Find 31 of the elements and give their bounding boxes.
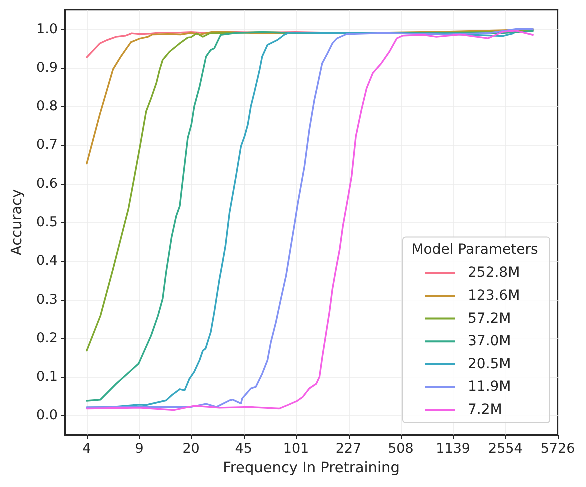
- x-tick-label: 4: [82, 441, 92, 457]
- y-tick-label: 0.2: [36, 330, 58, 346]
- x-axis-title: Frequency In Pretraining: [223, 460, 400, 476]
- y-tick-label: 0.6: [36, 176, 58, 192]
- x-tick-label: 1139: [436, 441, 470, 457]
- x-tick-label: 45: [235, 441, 252, 457]
- y-tick-label: 0.3: [36, 292, 58, 308]
- x-tick-label: 508: [388, 441, 414, 457]
- y-tick-label: 0.4: [36, 253, 58, 270]
- legend-label: 57.2M: [468, 310, 512, 327]
- x-tick-label: 2554: [488, 441, 523, 457]
- y-tick-label: 0.5: [36, 214, 58, 230]
- legend-label: 11.9M: [468, 379, 512, 396]
- x-tick-label: 101: [283, 441, 310, 457]
- y-tick-label: 0.0: [36, 408, 58, 424]
- y-tick-label: 0.8: [36, 98, 58, 115]
- y-tick-label: 0.1: [36, 369, 58, 386]
- legend-label: 123.6M: [468, 288, 520, 304]
- y-tick-label: 0.7: [36, 137, 58, 154]
- legend-label: 7.2M: [468, 402, 502, 418]
- y-tick-label: 0.9: [36, 60, 58, 76]
- x-tick-label: 9: [135, 441, 144, 457]
- x-tick-label: 20: [182, 441, 200, 457]
- x-tick-label: 227: [336, 441, 362, 457]
- legend-title: Model Parameters: [412, 242, 538, 258]
- y-tick-label: 1.0: [36, 21, 58, 38]
- legend-label: 252.8M: [468, 265, 520, 282]
- legend-label: 37.0M: [468, 334, 512, 350]
- legend-label: 20.5M: [468, 356, 512, 372]
- y-axis-title: Accuracy: [10, 188, 26, 256]
- x-tick-label: 5726: [540, 441, 576, 457]
